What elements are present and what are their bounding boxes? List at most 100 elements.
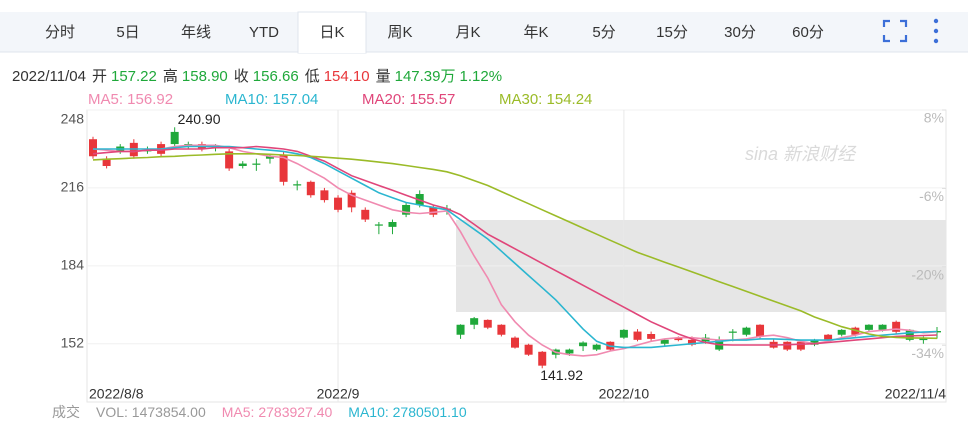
quote-label: 量: [376, 68, 391, 85]
candle-body: [824, 334, 833, 340]
candle-body: [837, 329, 846, 335]
tab[interactable]: 5分: [592, 24, 615, 41]
y2-tick-label: -34%: [911, 345, 944, 361]
volume-info: 成交 VOL: 1473854.00 MA5: 2783927.40 MA10: 27…: [52, 404, 467, 420]
y-tick-label: 216: [61, 179, 85, 195]
candle-body: [497, 324, 506, 335]
ma-line: [92, 145, 938, 346]
candle-body: [225, 151, 234, 169]
y2-tick-label: -6%: [919, 188, 944, 204]
quote-value: 156.66: [253, 68, 299, 85]
candle-body: [742, 327, 751, 335]
quote-value: 154.10: [324, 68, 370, 85]
candle-body: [619, 329, 628, 338]
y-tick-label: 152: [61, 334, 85, 350]
candle-body: [878, 324, 887, 330]
tab[interactable]: 5日: [116, 24, 139, 41]
x-tick-label: 2022/11/4: [885, 386, 946, 402]
volume-item: VOL: 1473854.00: [96, 404, 206, 420]
tab[interactable]: 60分: [792, 24, 824, 41]
volume-item: MA5: 2783927.40: [222, 404, 333, 420]
candle-body: [102, 158, 111, 166]
dot: [933, 38, 939, 44]
candle-body: [538, 351, 547, 366]
candle-body: [252, 163, 261, 165]
max-label: 240.90: [178, 111, 221, 127]
candle-body: [524, 344, 533, 355]
candle-body: [864, 324, 873, 330]
candle-body: [388, 222, 397, 227]
dot: [933, 28, 939, 34]
tab[interactable]: 月K: [455, 24, 480, 41]
candle-body: [796, 341, 805, 350]
tab[interactable]: YTD: [249, 24, 279, 41]
y-tick-label: 248: [61, 111, 85, 127]
candle-body: [633, 331, 642, 340]
watermark: sina 新浪财经: [745, 144, 857, 164]
candle-body: [238, 163, 247, 166]
candle-body: [470, 318, 479, 325]
candle-body: [456, 324, 465, 335]
x-tick-label: 2022/9: [317, 386, 360, 402]
quote-label: 高: [163, 68, 178, 85]
more-icon[interactable]: [933, 18, 939, 44]
legend-entry: MA20: 155.57: [362, 91, 455, 108]
candle-body: [170, 131, 179, 145]
quote-value: 1.12%: [460, 68, 503, 85]
tab-bar: [0, 12, 968, 52]
tab[interactable]: 年K: [523, 24, 548, 41]
quote-value: 147.39万: [395, 68, 456, 85]
candle-body: [728, 331, 737, 333]
candle-body: [565, 349, 574, 354]
legend-entry: MA30: 154.24: [499, 91, 592, 108]
candle-body: [810, 339, 819, 345]
candle-body: [265, 156, 274, 159]
candle-body: [483, 319, 492, 328]
candle-body: [674, 337, 683, 341]
tab[interactable]: 15分: [656, 24, 688, 41]
candle-body: [592, 344, 601, 350]
candle-body: [320, 190, 329, 201]
quote-date: 2022/11/04: [12, 68, 86, 85]
fullscreen-icon[interactable]: [882, 19, 908, 43]
candle-body: [306, 181, 315, 196]
candle-body: [89, 139, 97, 157]
candle-body: [334, 197, 343, 210]
legend-entry: MA10: 157.04: [225, 91, 318, 108]
candle-body: [429, 207, 438, 215]
fullscreen-glyph: [882, 19, 908, 43]
candle-body: [851, 327, 860, 335]
candle-body: [892, 321, 901, 332]
volume-item: MA10: 2780501.10: [348, 404, 467, 420]
ma-line: [92, 153, 938, 340]
tab[interactable]: 分时: [45, 24, 75, 41]
quote-value: 158.90: [182, 68, 228, 85]
candle-body: [293, 184, 302, 186]
y2-tick-label: 8%: [924, 110, 944, 126]
candle-body: [756, 324, 765, 337]
candle-body: [579, 342, 588, 347]
candle-body: [511, 337, 519, 348]
y2-tick-label: -20%: [911, 267, 944, 283]
candle-body: [647, 334, 656, 339]
quote-info: 2022/11/04 开 157.22 高 158.90 收 156.66 低 154.10 量 1…: [12, 68, 502, 85]
candle-body: [660, 339, 669, 344]
x-tick-label: 2022/8/8: [89, 386, 144, 402]
tab[interactable]: 30分: [724, 24, 756, 41]
y-tick-label: 184: [61, 257, 85, 273]
candle-body: [279, 155, 288, 182]
legend-entry: MA5: 156.92: [88, 91, 173, 108]
tab[interactable]: 日K: [319, 24, 344, 41]
quote-label: 低: [305, 68, 320, 85]
candle-body: [905, 329, 914, 340]
tab[interactable]: 周K: [387, 24, 412, 41]
quote-value: 157.22: [111, 68, 157, 85]
candle-body: [783, 341, 792, 350]
tab[interactable]: 年线: [181, 24, 211, 41]
candle-body: [347, 192, 356, 208]
volume-title: 成交: [52, 404, 80, 420]
candle-body: [374, 224, 383, 226]
candle-body: [402, 204, 411, 215]
min-label: 141.92: [540, 367, 583, 383]
